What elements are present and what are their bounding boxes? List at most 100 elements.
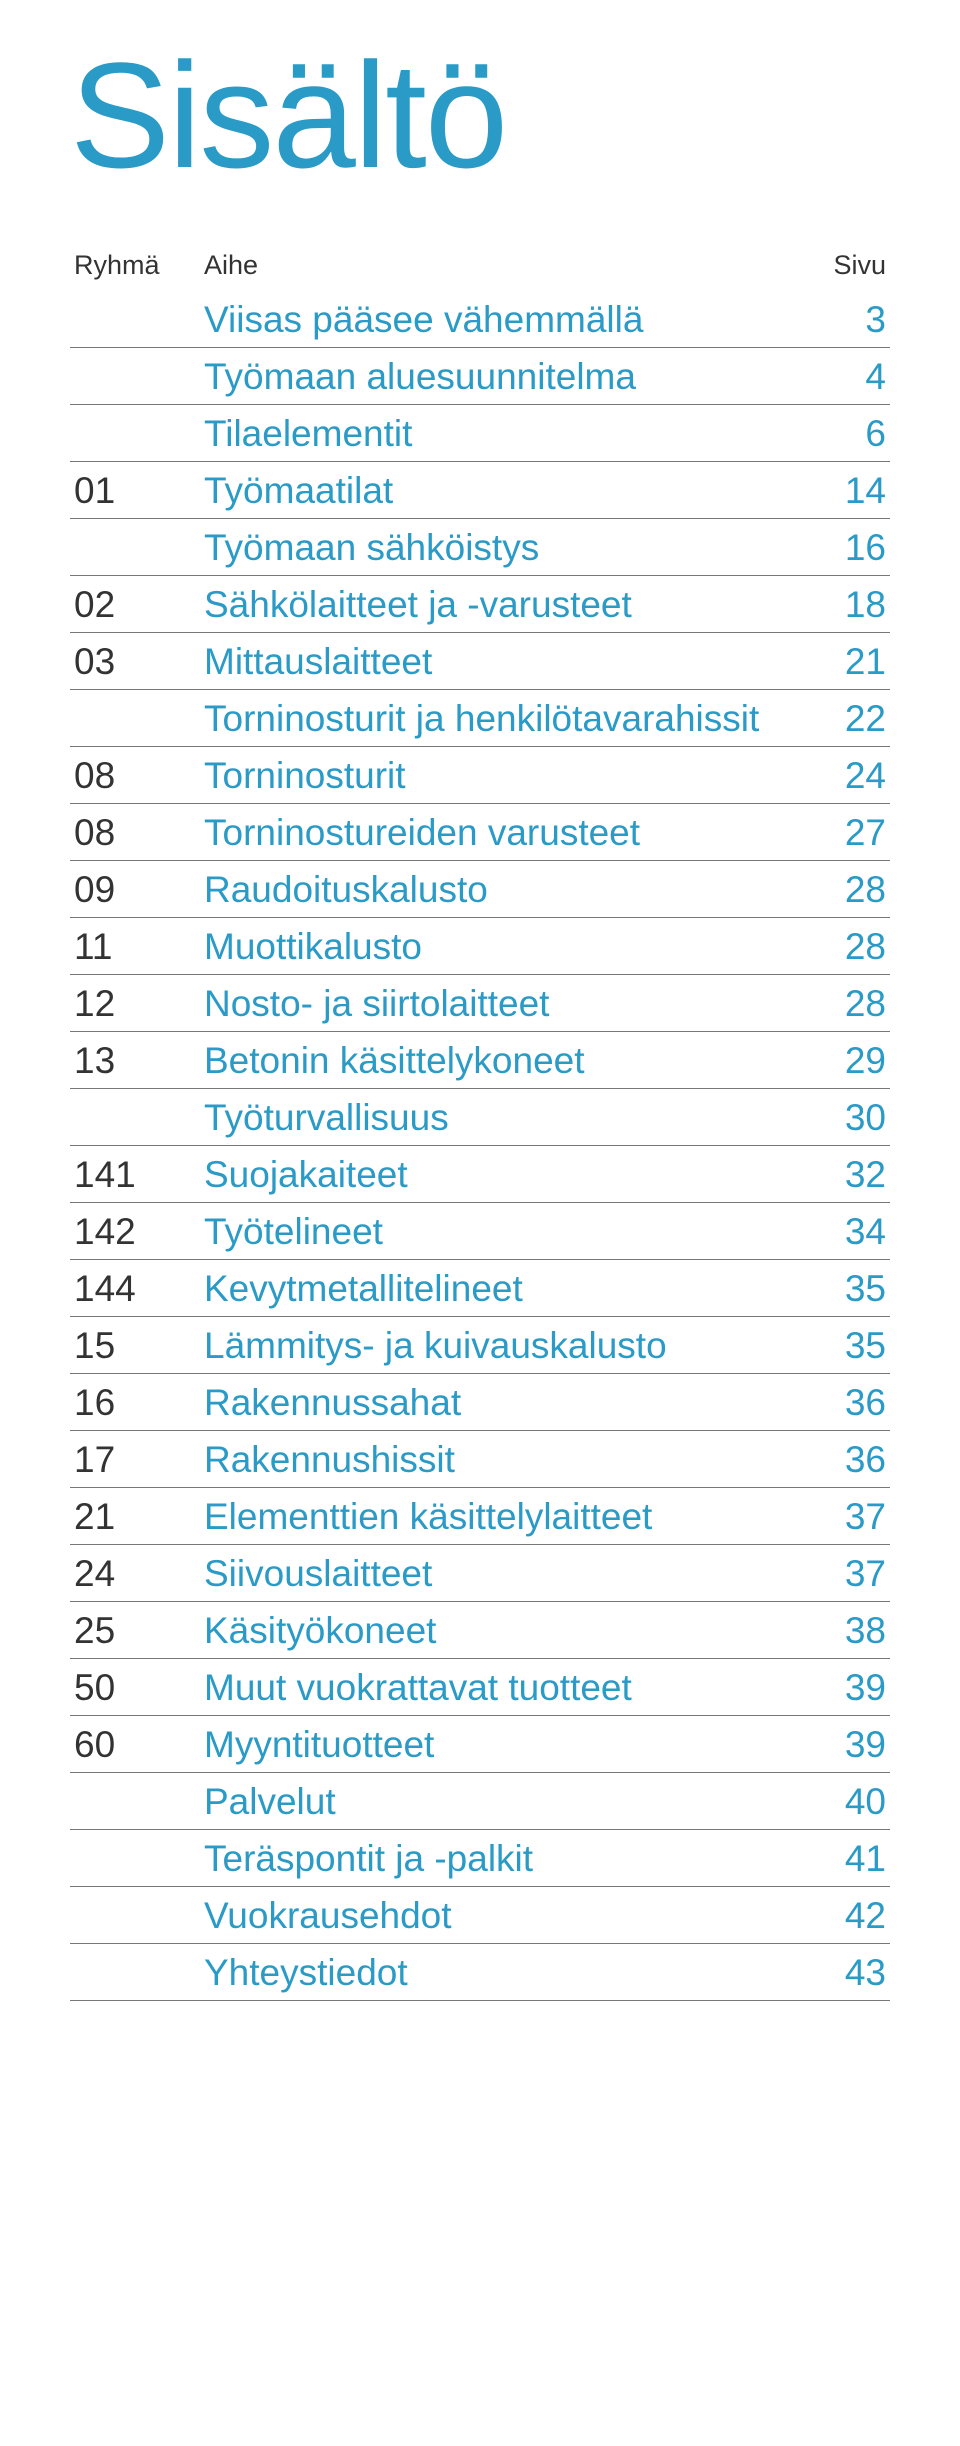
toc-row: 02Sähkölaitteet ja -varusteet18 [70,576,890,633]
toc-cell-sivu: 30 [796,1097,886,1139]
toc-cell-ryhma: 11 [74,926,204,968]
toc-cell-aihe: Palvelut [204,1781,796,1823]
toc-row: Työmaan sähköistys16 [70,519,890,576]
toc-cell-sivu: 35 [796,1268,886,1310]
toc-row: 12Nosto- ja siirtolaitteet28 [70,975,890,1032]
toc-cell-sivu: 27 [796,812,886,854]
toc-row: 17Rakennushissit36 [70,1431,890,1488]
toc-cell-aihe: Viisas pääsee vähemmällä [204,299,796,341]
toc-cell-sivu: 34 [796,1211,886,1253]
toc-cell-ryhma: 141 [74,1154,204,1196]
toc-cell-ryhma: 60 [74,1724,204,1766]
toc-cell-aihe: Työturvallisuus [204,1097,796,1139]
toc-cell-aihe: Muut vuokrattavat tuotteet [204,1667,796,1709]
toc-cell-ryhma: 09 [74,869,204,911]
toc-cell-sivu: 40 [796,1781,886,1823]
toc-cell-aihe: Myyntituotteet [204,1724,796,1766]
toc-cell-sivu: 24 [796,755,886,797]
toc-header-ryhma: Ryhmä [74,250,204,281]
toc-cell-ryhma: 02 [74,584,204,626]
toc-cell-ryhma: 21 [74,1496,204,1538]
toc-cell-aihe: Torninostureiden varusteet [204,812,796,854]
toc-cell-ryhma: 50 [74,1667,204,1709]
toc-cell-sivu: 21 [796,641,886,683]
toc-cell-aihe: Vuokrausehdot [204,1895,796,1937]
toc-cell-ryhma: 15 [74,1325,204,1367]
toc-header-row: Ryhmä Aihe Sivu [70,250,890,291]
toc-row: Yhteystiedot43 [70,1944,890,2001]
toc-cell-sivu: 41 [796,1838,886,1880]
toc-row: Teräspontit ja -palkit41 [70,1830,890,1887]
toc-row: 60Myyntituotteet39 [70,1716,890,1773]
toc-cell-sivu: 3 [796,299,886,341]
toc-row: 11Muottikalusto28 [70,918,890,975]
toc-row: 16Rakennussahat36 [70,1374,890,1431]
toc-row: Palvelut40 [70,1773,890,1830]
toc-header-sivu: Sivu [796,250,886,281]
toc-row: 24Siivouslaitteet37 [70,1545,890,1602]
toc-cell-aihe: Siivouslaitteet [204,1553,796,1595]
toc-cell-aihe: Työmaatilat [204,470,796,512]
toc-cell-sivu: 35 [796,1325,886,1367]
toc-row: 141Suojakaiteet32 [70,1146,890,1203]
toc-cell-sivu: 28 [796,926,886,968]
toc-cell-aihe: Työmaan sähköistys [204,527,796,569]
toc-cell-ryhma: 142 [74,1211,204,1253]
toc-cell-sivu: 36 [796,1439,886,1481]
toc-cell-sivu: 29 [796,1040,886,1082]
toc-cell-aihe: Kevytmetallitelineet [204,1268,796,1310]
toc-cell-aihe: Työmaan aluesuunnitelma [204,356,796,398]
toc-cell-aihe: Suojakaiteet [204,1154,796,1196]
toc-cell-sivu: 36 [796,1382,886,1424]
toc-cell-ryhma: 03 [74,641,204,683]
toc-row: 144Kevytmetallitelineet35 [70,1260,890,1317]
toc-row: 142Työtelineet34 [70,1203,890,1260]
toc-cell-sivu: 4 [796,356,886,398]
toc-row: 50Muut vuokrattavat tuotteet39 [70,1659,890,1716]
toc-cell-aihe: Rakennussahat [204,1382,796,1424]
toc-row: 01Työmaatilat14 [70,462,890,519]
toc-row: Vuokrausehdot42 [70,1887,890,1944]
toc-cell-sivu: 39 [796,1667,886,1709]
toc-cell-aihe: Rakennushissit [204,1439,796,1481]
toc-cell-sivu: 22 [796,698,886,740]
toc-cell-sivu: 43 [796,1952,886,1994]
toc-cell-ryhma: 24 [74,1553,204,1595]
toc-cell-aihe: Lämmitys- ja kuivauskalusto [204,1325,796,1367]
toc-cell-ryhma: 13 [74,1040,204,1082]
toc-cell-aihe: Käsityökoneet [204,1610,796,1652]
toc-row: 21Elementtien käsittelylaitteet37 [70,1488,890,1545]
toc-cell-ryhma: 08 [74,812,204,854]
toc-row: Torninosturit ja henkilötavarahissit22 [70,690,890,747]
toc-row: 03Mittauslaitteet21 [70,633,890,690]
toc-cell-aihe: Nosto- ja siirtolaitteet [204,983,796,1025]
toc-cell-ryhma: 25 [74,1610,204,1652]
toc-cell-aihe: Elementtien käsittelylaitteet [204,1496,796,1538]
toc-cell-sivu: 6 [796,413,886,455]
toc-row: Työturvallisuus30 [70,1089,890,1146]
toc-cell-ryhma: 144 [74,1268,204,1310]
toc-cell-sivu: 18 [796,584,886,626]
toc-cell-sivu: 37 [796,1496,886,1538]
toc-cell-sivu: 28 [796,869,886,911]
toc-row: 08Torninostureiden varusteet27 [70,804,890,861]
toc-row: 08Torninosturit24 [70,747,890,804]
toc-row: Työmaan aluesuunnitelma4 [70,348,890,405]
toc-cell-aihe: Tilaelementit [204,413,796,455]
toc-row: 25Käsityökoneet38 [70,1602,890,1659]
toc-cell-aihe: Sähkölaitteet ja -varusteet [204,584,796,626]
toc-cell-aihe: Muottikalusto [204,926,796,968]
toc-cell-ryhma: 17 [74,1439,204,1481]
toc-cell-ryhma: 16 [74,1382,204,1424]
toc-cell-sivu: 28 [796,983,886,1025]
toc-cell-aihe: Torninosturit [204,755,796,797]
toc-header-aihe: Aihe [204,250,796,281]
toc-cell-sivu: 39 [796,1724,886,1766]
toc-cell-sivu: 42 [796,1895,886,1937]
toc-cell-aihe: Raudoituskalusto [204,869,796,911]
toc-cell-sivu: 32 [796,1154,886,1196]
toc-cell-sivu: 37 [796,1553,886,1595]
toc-row: 09Raudoituskalusto28 [70,861,890,918]
toc-row: 13Betonin käsittelykoneet29 [70,1032,890,1089]
toc-row: 15Lämmitys- ja kuivauskalusto35 [70,1317,890,1374]
